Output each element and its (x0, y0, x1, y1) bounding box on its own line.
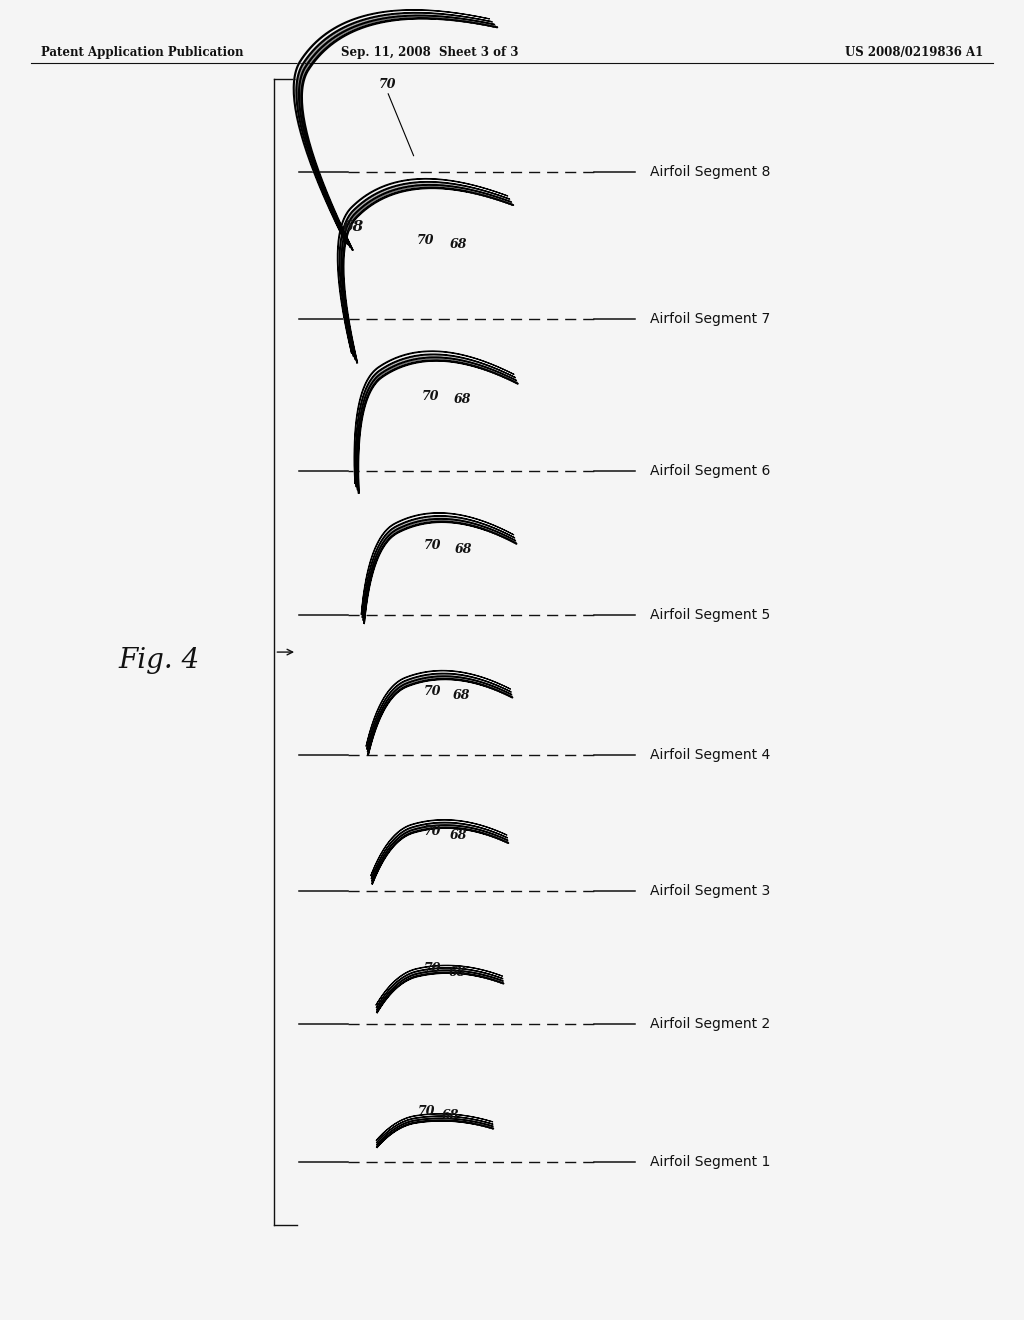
Text: Sep. 11, 2008  Sheet 3 of 3: Sep. 11, 2008 Sheet 3 of 3 (341, 46, 519, 59)
Polygon shape (339, 182, 510, 356)
Text: 70: 70 (423, 825, 441, 838)
Polygon shape (376, 965, 503, 1005)
Text: Airfoil Segment 1: Airfoil Segment 1 (650, 1155, 771, 1168)
Polygon shape (377, 1118, 494, 1144)
Polygon shape (371, 820, 507, 875)
Text: Airfoil Segment 6: Airfoil Segment 6 (650, 465, 771, 478)
Polygon shape (354, 351, 514, 483)
Text: 68: 68 (343, 220, 364, 234)
Polygon shape (368, 676, 512, 751)
Polygon shape (358, 360, 518, 492)
Polygon shape (377, 970, 503, 1010)
Polygon shape (296, 12, 493, 244)
Text: 68: 68 (453, 689, 471, 702)
Text: 68: 68 (450, 238, 468, 251)
Polygon shape (377, 1121, 494, 1147)
Text: 68: 68 (454, 393, 472, 407)
Polygon shape (362, 516, 515, 618)
Polygon shape (475, 1125, 494, 1129)
Polygon shape (365, 521, 516, 623)
Polygon shape (437, 18, 498, 28)
Text: 70: 70 (423, 685, 441, 698)
Polygon shape (343, 187, 513, 363)
Text: 70: 70 (421, 389, 439, 403)
Text: Patent Application Publication: Patent Application Publication (41, 46, 244, 59)
Polygon shape (485, 529, 516, 544)
Polygon shape (483, 977, 504, 983)
Polygon shape (377, 1115, 493, 1143)
Polygon shape (377, 1114, 493, 1140)
Polygon shape (337, 178, 508, 354)
Text: US 2008/0219836 A1: US 2008/0219836 A1 (845, 46, 983, 59)
Text: 68: 68 (450, 829, 468, 842)
Polygon shape (361, 512, 514, 614)
Polygon shape (377, 968, 503, 1007)
Text: 70: 70 (378, 78, 396, 91)
Text: Airfoil Segment 2: Airfoil Segment 2 (650, 1018, 770, 1031)
Polygon shape (485, 834, 508, 843)
Polygon shape (367, 671, 511, 746)
Polygon shape (341, 185, 511, 359)
Text: 68: 68 (449, 966, 467, 979)
Text: 70: 70 (423, 962, 441, 975)
Text: Airfoil Segment 5: Airfoil Segment 5 (650, 609, 770, 622)
Polygon shape (373, 828, 508, 883)
Polygon shape (486, 686, 512, 697)
Polygon shape (369, 678, 512, 755)
Polygon shape (355, 354, 515, 487)
Text: 68: 68 (441, 1109, 460, 1122)
Polygon shape (364, 519, 516, 620)
Polygon shape (301, 18, 498, 249)
Polygon shape (467, 191, 513, 205)
Text: 70: 70 (416, 234, 434, 247)
Text: Fig. 4: Fig. 4 (118, 647, 200, 673)
Polygon shape (377, 973, 504, 1012)
Text: 70: 70 (423, 539, 441, 552)
Text: Airfoil Segment 8: Airfoil Segment 8 (650, 165, 771, 178)
Text: Airfoil Segment 4: Airfoil Segment 4 (650, 748, 770, 762)
Text: Airfoil Segment 3: Airfoil Segment 3 (650, 884, 770, 898)
Polygon shape (367, 673, 511, 748)
Text: Airfoil Segment 7: Airfoil Segment 7 (650, 313, 770, 326)
Polygon shape (356, 358, 516, 490)
Polygon shape (372, 825, 508, 880)
Polygon shape (293, 9, 489, 242)
Text: 70: 70 (417, 1105, 435, 1118)
Polygon shape (481, 368, 518, 384)
Polygon shape (372, 822, 508, 878)
Polygon shape (298, 16, 495, 247)
Text: 68: 68 (455, 543, 473, 556)
